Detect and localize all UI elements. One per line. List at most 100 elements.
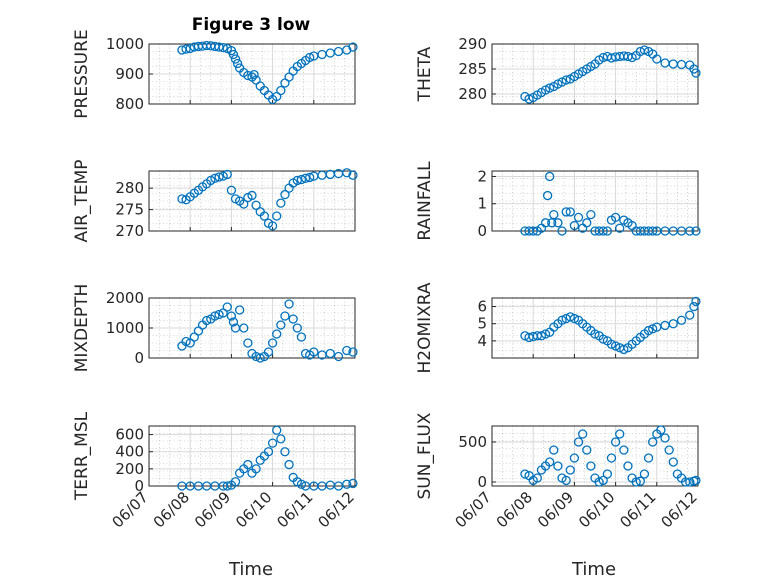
data-point — [185, 43, 195, 54]
data-point — [228, 49, 239, 60]
data-point — [598, 334, 608, 344]
data-point — [598, 226, 608, 236]
data-point — [615, 223, 625, 233]
data-point — [648, 324, 658, 334]
data-point — [545, 83, 555, 93]
data-point — [276, 198, 286, 208]
axes-box — [491, 425, 699, 487]
data-point — [280, 447, 290, 457]
data-point — [602, 226, 613, 236]
data-point — [230, 477, 241, 487]
data-point — [181, 336, 191, 347]
data-point — [619, 445, 629, 455]
y-axis-label: MIXDEPTH — [72, 284, 92, 373]
data-point — [542, 190, 553, 201]
data-point — [263, 347, 274, 357]
data-point — [292, 323, 302, 333]
y-axis-label: THETA — [415, 46, 435, 102]
data-point — [249, 69, 259, 80]
subplot-2: 280 285 290 THETA — [415, 35, 701, 105]
data-point — [536, 331, 547, 341]
data-point — [565, 207, 575, 217]
data-point — [280, 189, 290, 200]
data-point — [243, 70, 253, 81]
data-point — [606, 453, 617, 463]
data-point — [255, 353, 265, 363]
data-point — [226, 185, 237, 195]
data-point — [348, 42, 358, 52]
data-point — [305, 172, 315, 183]
data-point — [631, 477, 641, 487]
data-point — [586, 209, 596, 220]
data-point — [643, 453, 654, 463]
x-axis-label-right: Time — [571, 559, 616, 580]
data-point — [228, 317, 239, 327]
y-tick-label: 900 — [115, 65, 144, 83]
data-point — [573, 437, 584, 447]
data-point — [524, 94, 534, 104]
data-point — [267, 338, 278, 348]
data-point — [214, 309, 224, 320]
subplot-3: 270 275 280 AIR_TEMP — [72, 160, 358, 243]
axes-box — [491, 43, 699, 105]
data-point — [540, 329, 551, 339]
y-tick-label: 0 — [477, 473, 487, 491]
data-point — [348, 347, 358, 357]
y-tick-label: 600 — [115, 426, 144, 444]
data-point — [222, 169, 232, 180]
data-point — [565, 312, 575, 322]
y-tick-label: 2 — [477, 167, 487, 185]
subplot-6: 456 H2OMIXRA — [415, 282, 701, 374]
data-point — [652, 54, 662, 64]
data-point — [333, 351, 344, 362]
data-point — [276, 434, 286, 444]
data-point — [689, 301, 699, 312]
y-tick-label: 200 — [115, 460, 144, 478]
data-point — [210, 173, 220, 183]
subplot-4: 0 1 2 RAINFALL — [415, 161, 701, 241]
data-point — [577, 429, 588, 439]
data-point — [610, 437, 621, 447]
data-point — [272, 425, 282, 435]
data-point — [520, 469, 530, 479]
y-axis-label: PRESSURE — [72, 29, 92, 118]
data-point — [222, 481, 232, 491]
y-tick-label: 0 — [134, 349, 144, 367]
data-point — [243, 338, 253, 348]
data-point — [280, 311, 290, 321]
data-point — [691, 68, 701, 78]
data-point — [230, 54, 241, 64]
data-point — [660, 433, 670, 443]
data-point — [218, 42, 228, 53]
y-axis-label: SUN_FLUX — [415, 412, 435, 499]
y-tick-label: 280 — [458, 85, 487, 103]
data-point — [342, 479, 352, 489]
data-point — [606, 339, 617, 349]
data-point — [528, 226, 538, 236]
data-point — [635, 476, 645, 486]
axes-box — [148, 170, 356, 232]
data-point — [573, 212, 584, 223]
data-point — [691, 226, 701, 236]
data-point — [561, 75, 571, 85]
data-point — [348, 170, 358, 180]
y-tick-label: 1000 — [106, 319, 144, 337]
data-point — [590, 329, 600, 339]
data-point — [300, 173, 311, 183]
data-point — [648, 437, 658, 447]
data-point — [239, 199, 249, 209]
data-point — [272, 329, 282, 339]
data-point — [305, 52, 315, 63]
data-point — [648, 226, 658, 236]
data-point — [691, 296, 701, 307]
y-tick-label: 0 — [134, 477, 144, 495]
figure-title: Figure 3 low — [192, 15, 311, 35]
data-point — [540, 218, 551, 228]
data-point — [664, 445, 674, 455]
y-axis-label: AIR_TEMP — [72, 160, 92, 243]
data-point — [532, 473, 542, 483]
data-point — [557, 315, 567, 325]
data-point — [222, 302, 232, 312]
y-axis-label: H2OMIXRA — [415, 282, 435, 373]
data-point — [545, 457, 555, 467]
